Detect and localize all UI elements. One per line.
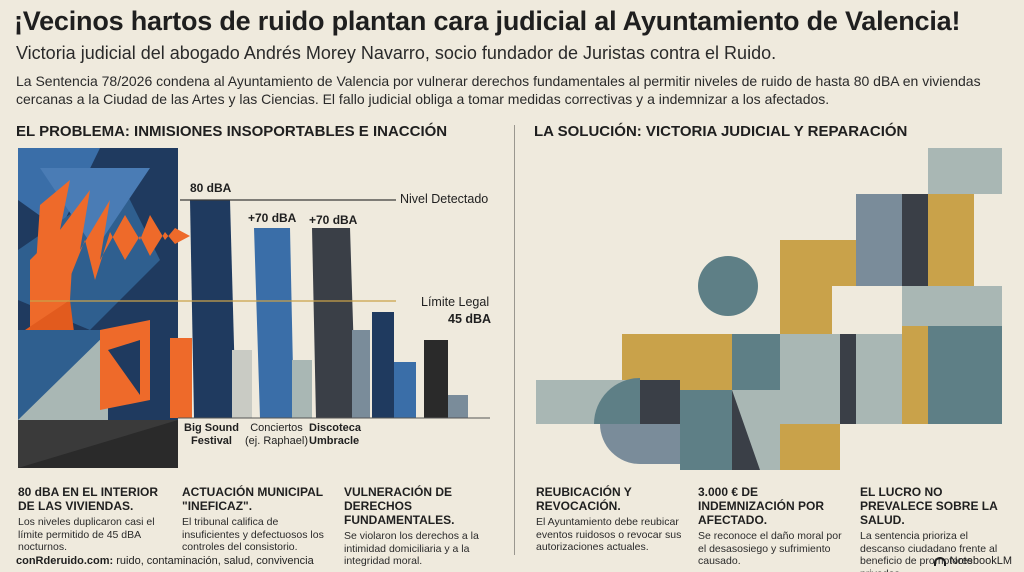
- card-title: 3.000 € DE INDEMNIZACIÓN POR AFECTADO.: [698, 485, 824, 527]
- detected-level-label: Nivel Detectado: [400, 192, 489, 206]
- problem-card: ACTUACIÓN MUNICIPAL "INEFICAZ". El tribu…: [182, 485, 332, 554]
- summary-text: La Sentencia 78/2026 condena al Ayuntami…: [16, 73, 981, 107]
- card-text: El Ayuntamiento debe reubicar eventos ru…: [536, 516, 682, 553]
- problem-heading: EL PROBLEMA: INMISIONES INSOPORTABLES E …: [16, 123, 448, 140]
- section-divider: [514, 125, 515, 555]
- bar-value-label: 80 dBA: [190, 181, 232, 195]
- bar-name-label: Conciertos (ej. Raphael): [245, 422, 308, 447]
- card-title: VULNERACIÓN DE DERECHOS FUNDAMENTALES.: [344, 485, 455, 527]
- card-title: EL LUCRO NO PREVALECE SOBRE LA SALUD.: [860, 485, 998, 527]
- bar-value-label: +70 dBA: [248, 211, 297, 225]
- card-text: Se reconoce el daño moral por el desasos…: [698, 530, 842, 567]
- card-text: El tribunal califica de insuficientes y …: [182, 516, 324, 553]
- brand-label: NotebookLM: [949, 555, 1012, 567]
- solution-card: REUBICACIÓN Y REVOCACIÓN. El Ayuntamient…: [536, 485, 686, 554]
- bar-value-label: +70 dBA: [309, 213, 358, 227]
- footer-site[interactable]: conRderuido.com:: [16, 555, 114, 567]
- page-title: ¡Vecinos hartos de ruido plantan cara ju…: [14, 6, 961, 36]
- solution-heading: LA SOLUCIÓN: VICTORIA JUDICIAL Y REPARAC…: [534, 123, 908, 140]
- legal-limit-value: 45 dBA: [448, 312, 492, 326]
- problem-card: 80 dBA EN EL INTERIOR DE LAS VIVIENDAS. …: [18, 485, 168, 554]
- bar-name-label: Discoteca Umbracle: [309, 422, 361, 447]
- card-text: Se violaron los derechos a la intimidad …: [344, 530, 479, 567]
- problem-card: VULNERACIÓN DE DERECHOS FUNDAMENTALES. S…: [344, 485, 494, 568]
- brand: NotebookLM: [933, 555, 1012, 567]
- solution-card: 3.000 € DE INDEMNIZACIÓN POR AFECTADO. S…: [698, 485, 848, 568]
- card-title: ACTUACIÓN MUNICIPAL "INEFICAZ".: [182, 485, 323, 513]
- notebooklm-icon: [933, 556, 946, 566]
- legal-limit-label: Límite Legal: [421, 295, 490, 309]
- page-subtitle: Victoria judicial del abogado Andrés Mor…: [16, 43, 777, 63]
- card-title: 80 dBA EN EL INTERIOR DE LAS VIVIENDAS.: [18, 485, 159, 513]
- footer-tags: ruido, contaminación, salud, convivencia: [113, 555, 314, 567]
- bar-name-label: Big Sound Festival: [184, 422, 239, 447]
- card-text: Los niveles duplicaron casi el límite pe…: [18, 516, 155, 553]
- card-title: REUBICACIÓN Y REVOCACIÓN.: [536, 485, 632, 513]
- footer: conRderuido.com: ruido, contaminación, s…: [16, 555, 314, 567]
